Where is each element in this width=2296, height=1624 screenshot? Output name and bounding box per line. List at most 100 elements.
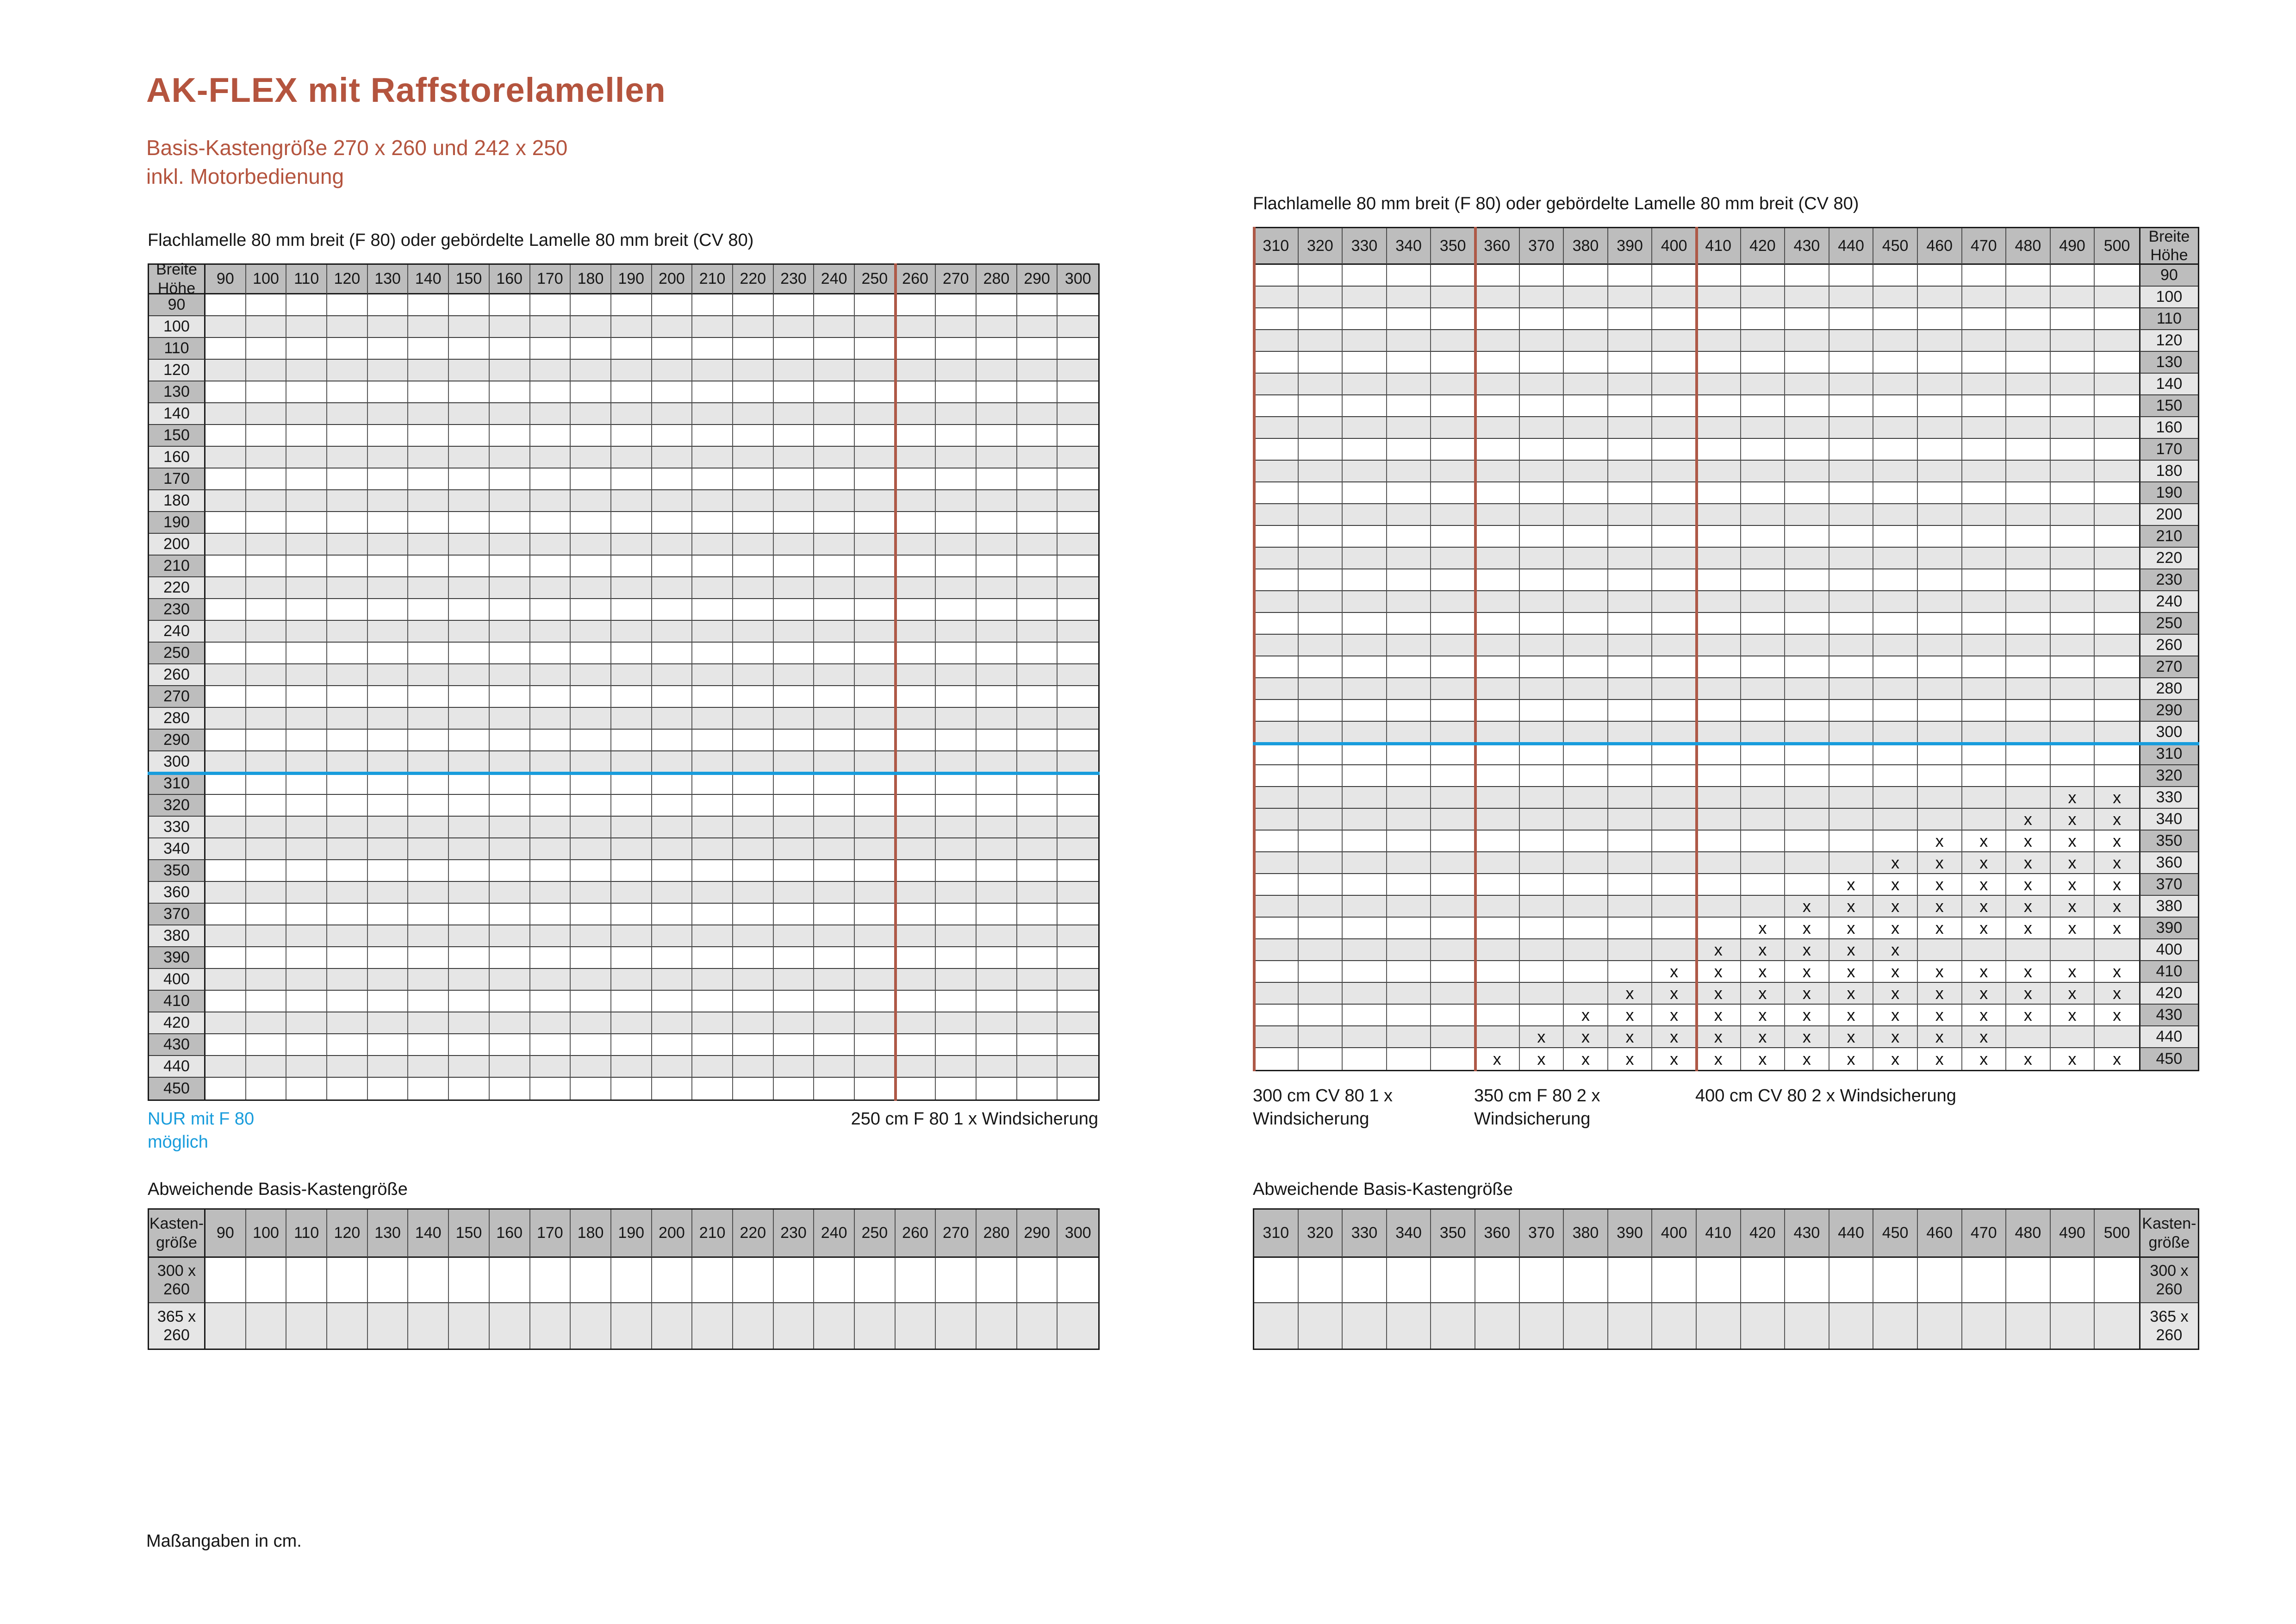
row-label: 200	[149, 534, 205, 556]
grid-cell	[652, 425, 693, 447]
grid-cell	[530, 925, 571, 947]
grid-cell	[1431, 939, 1475, 961]
grid-cell	[327, 1258, 368, 1303]
row-label: 180	[149, 490, 205, 512]
grid-cell	[1962, 569, 2007, 591]
grid-cell	[692, 1258, 733, 1303]
grid-cell	[1343, 504, 1387, 526]
grid-cell	[1696, 743, 1741, 765]
grid-cell	[449, 795, 490, 817]
grid-cell	[286, 447, 328, 468]
grid-cell: x	[1696, 983, 1741, 1005]
grid-cell	[1254, 439, 1299, 461]
x-mark: x	[1847, 940, 1855, 959]
column-header: 210	[692, 265, 733, 294]
grid-cell	[692, 338, 733, 360]
grid-cell	[733, 882, 774, 904]
grid-cell: x	[1873, 852, 1918, 874]
column-header: 130	[367, 265, 409, 294]
grid-cell	[1431, 417, 1475, 439]
grid-cell	[1785, 678, 1829, 700]
grid-cell	[1873, 809, 1918, 831]
grid-cell	[1343, 918, 1387, 939]
grid-cell	[286, 708, 328, 730]
grid-cell	[1298, 874, 1343, 896]
grid-cell	[286, 838, 328, 860]
grid-cell	[1254, 874, 1299, 896]
column-header: 500	[2095, 1210, 2139, 1258]
grid-cell	[895, 316, 936, 338]
grid-cell: x	[1873, 939, 1918, 961]
grid-cell	[1017, 817, 1058, 838]
grid-cell	[611, 360, 652, 381]
row-label: 150	[149, 425, 205, 447]
grid-cell	[977, 664, 1017, 686]
grid-cell	[1343, 482, 1387, 504]
grid-cell	[1873, 591, 1918, 613]
grid-cell	[205, 686, 246, 708]
grid-cell	[246, 1012, 287, 1034]
grid-cell	[327, 556, 368, 577]
grid-cell	[205, 599, 246, 621]
grid-cell: x	[1962, 983, 2007, 1005]
grid-cell	[733, 316, 774, 338]
grid-cell	[489, 556, 530, 577]
grid-cell	[1652, 613, 1697, 635]
grid-cell	[611, 751, 652, 773]
grid-cell	[773, 730, 815, 751]
grid-cell	[246, 316, 287, 338]
grid-cell	[773, 664, 815, 686]
grid-cell	[773, 512, 815, 534]
x-mark: x	[1935, 874, 1944, 894]
grid-cell	[692, 447, 733, 468]
column-header: 170	[530, 265, 571, 294]
grid-cell	[611, 925, 652, 947]
grid-cell	[977, 991, 1017, 1012]
grid-cell	[1519, 330, 1564, 352]
grid-cell	[205, 664, 246, 686]
grid-cell	[449, 838, 490, 860]
grid-cell	[1741, 1303, 1786, 1349]
grid-cell	[1387, 287, 1431, 308]
grid-cell	[1652, 1258, 1697, 1303]
grid-cell	[1343, 395, 1387, 417]
column-header: 260	[895, 265, 936, 294]
grid-cell	[895, 773, 936, 795]
grid-cell	[1387, 352, 1431, 374]
column-header: 490	[2050, 228, 2095, 265]
grid-cell	[1696, 591, 1741, 613]
grid-cell	[408, 294, 449, 316]
grid-cell	[855, 664, 896, 686]
grid-cell	[1387, 896, 1431, 918]
grid-cell	[1829, 526, 1874, 548]
grid-cell	[611, 1078, 652, 1099]
grid-cell	[1431, 374, 1475, 395]
grid-cell	[1475, 395, 1520, 417]
x-mark: x	[1891, 1027, 1900, 1046]
grid-cell	[286, 686, 328, 708]
grid-cell	[327, 795, 368, 817]
grid-cell	[1519, 504, 1564, 526]
grid-cell	[1962, 374, 2007, 395]
grid-cell	[611, 468, 652, 490]
grid-cell: x	[1785, 1026, 1829, 1048]
grid-cell	[1298, 548, 1343, 569]
row-label: 180	[2139, 461, 2198, 482]
grid-cell	[1696, 395, 1741, 417]
grid-cell	[2006, 548, 2051, 569]
grid-cell	[1298, 330, 1343, 352]
grid-cell: x	[2006, 918, 2051, 939]
grid-cell: x	[1829, 1026, 1874, 1048]
grid-cell	[692, 947, 733, 969]
x-mark: x	[1625, 983, 1634, 1003]
grid-cell	[1741, 1258, 1786, 1303]
grid-cell	[571, 425, 611, 447]
x-mark: x	[1935, 918, 1944, 937]
grid-cell	[2006, 287, 2051, 308]
grid-cell	[1475, 1258, 1520, 1303]
grid-cell	[2006, 613, 2051, 635]
column-header: 370	[1519, 1210, 1564, 1258]
grid-cell	[1873, 374, 1918, 395]
grid-cell	[611, 512, 652, 534]
grid-cell	[1017, 904, 1058, 925]
